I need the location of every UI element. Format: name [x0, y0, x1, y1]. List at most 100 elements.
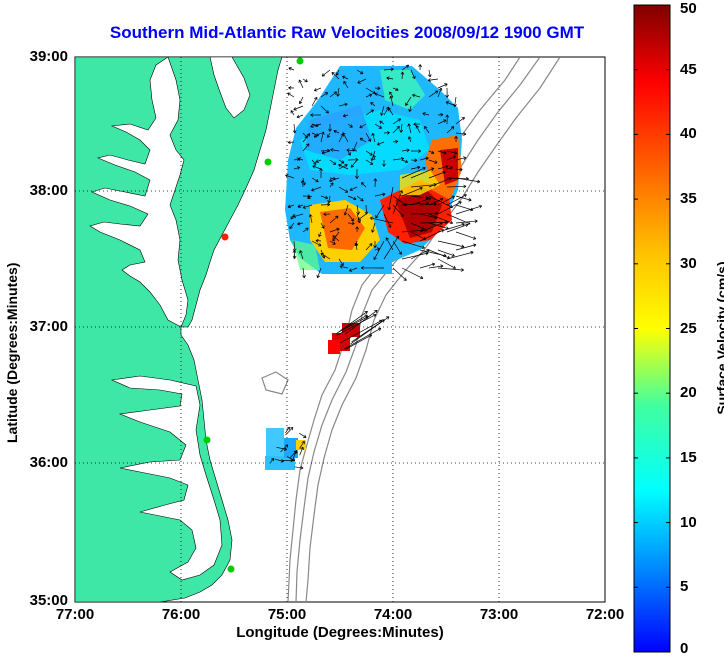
velocity-vector [405, 96, 412, 106]
colorbar [633, 4, 671, 653]
velocity-vector [354, 242, 359, 251]
y-axis-label: Latitude (Degrees:Minutes) [4, 262, 20, 443]
velocity-vector [330, 148, 340, 152]
velocity-vector [350, 316, 390, 345]
colorbar-tick-label: 40 [680, 125, 697, 143]
x-tick-label: 74:00 [373, 606, 413, 623]
velocity-vector [437, 240, 465, 249]
velocity-vector [410, 222, 425, 230]
velocity-vector [356, 204, 360, 215]
velocity-vector [383, 130, 390, 135]
velocity-vector [373, 240, 385, 260]
velocity-vector [320, 105, 329, 114]
velocity-vector [401, 166, 426, 179]
velocity-vector [302, 78, 308, 83]
velocity-vector [428, 159, 438, 164]
velocity-vector [445, 87, 449, 98]
velocity-vector [357, 78, 367, 84]
velocity-vector [380, 105, 385, 116]
velocity-vector [329, 240, 336, 245]
station-marker [203, 436, 211, 444]
velocity-vector [400, 71, 405, 80]
velocity-vector [335, 69, 340, 76]
velocity-vector [374, 92, 385, 98]
velocity-vector [331, 72, 340, 80]
velocity-vector [410, 211, 439, 216]
velocity-vector [374, 123, 382, 129]
velocity-vector [307, 195, 313, 199]
velocity-vector [446, 223, 469, 233]
velocity-vector [302, 267, 306, 279]
velocity-vector [289, 450, 298, 459]
velocity-vector [355, 168, 359, 179]
velocity-vector [320, 252, 331, 260]
velocity-vector [415, 125, 421, 134]
velocity-vector [446, 166, 453, 170]
velocity-vector [287, 92, 295, 98]
velocity-vector [339, 265, 349, 269]
velocity-vector [321, 69, 331, 77]
colorbar-tick-marks [634, 4, 670, 653]
velocity-vector [287, 140, 295, 145]
velocity-vector [365, 150, 373, 156]
velocity-vector [345, 309, 378, 335]
velocity-vector [359, 137, 367, 143]
velocity-vector [389, 91, 394, 98]
velocity-vector [437, 119, 447, 125]
velocity-vector [332, 235, 340, 242]
velocity-vector [389, 95, 394, 107]
velocity-vector [297, 204, 304, 208]
velocity-vector [365, 93, 373, 98]
velocity-vector [437, 83, 448, 89]
velocity-vector [315, 238, 322, 243]
velocity-vector [320, 202, 331, 207]
velocity-vector [446, 150, 458, 155]
velocity-vector [360, 265, 385, 270]
velocity-vector [437, 222, 465, 233]
velocity-vector [392, 240, 402, 255]
velocity-vector [347, 213, 354, 222]
velocity-vector [311, 240, 322, 247]
velocity-vector [382, 159, 386, 167]
velocity-vectors [269, 64, 483, 470]
velocity-vector [369, 216, 394, 224]
velocity-vector [329, 91, 337, 98]
velocity-vector [347, 123, 353, 128]
velocity-vector [281, 458, 294, 463]
velocity-vector [302, 204, 313, 209]
velocity-vector [298, 96, 304, 105]
velocity-vector [392, 118, 402, 125]
velocity-vector [329, 215, 339, 224]
delaware-bay [209, 57, 251, 119]
velocity-vector [428, 213, 454, 225]
map-title: Southern Mid-Atlantic Raw Velocities 200… [109, 23, 585, 42]
velocity-vector [392, 190, 403, 215]
velocity-vector [276, 446, 288, 451]
velocity-vector [310, 123, 322, 128]
velocity-vector [376, 141, 385, 146]
velocity-vector [392, 204, 404, 218]
velocity-vector [319, 168, 323, 179]
gridlines [75, 57, 605, 602]
colorbar-tick-label: 35 [680, 190, 697, 208]
colorbar-tick-label: 15 [680, 448, 697, 466]
velocity-vector [342, 75, 349, 80]
velocity-vector [446, 155, 456, 161]
velocity-vector [383, 213, 392, 228]
velocity-vector [323, 212, 331, 217]
velocity-vector [302, 143, 310, 152]
velocity-vector [437, 165, 449, 170]
velocity-vector [410, 165, 421, 170]
velocity-vector [329, 177, 340, 183]
velocity-vector [359, 123, 367, 129]
velocity-vector [371, 222, 376, 233]
velocity-vector [410, 167, 435, 179]
velocity-vector [316, 267, 322, 279]
velocity-vector [320, 131, 325, 143]
velocity-vector [388, 107, 394, 116]
velocity-vector [401, 240, 425, 249]
velocity-vector [454, 135, 458, 143]
velocity-vector [401, 251, 429, 260]
velocity-vector [445, 101, 457, 107]
velocity-vector [437, 112, 444, 117]
